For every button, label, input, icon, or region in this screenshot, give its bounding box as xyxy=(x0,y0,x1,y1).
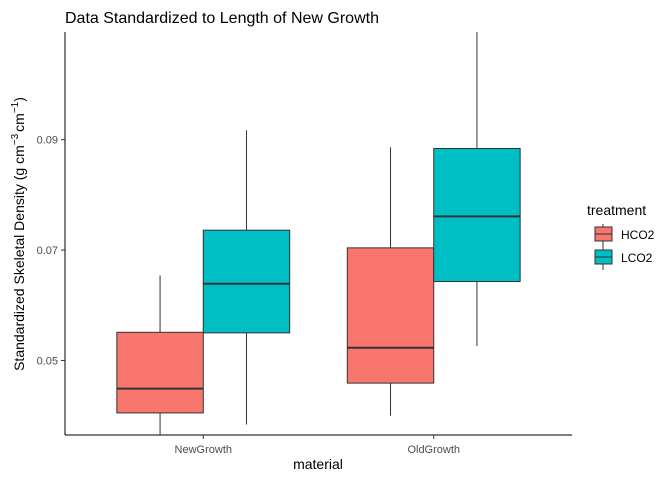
x-axis-title: material xyxy=(293,456,343,472)
y-tick-label: 0.07 xyxy=(37,245,58,257)
y-axis-title-mid: cm xyxy=(11,113,27,132)
y-axis-title: Standardized Skeletal Density (g cm−3cm−… xyxy=(10,97,27,371)
legend: treatment HCO2 LCO2 xyxy=(587,202,655,270)
y-tick-label: 0.05 xyxy=(37,355,58,367)
box-body xyxy=(116,331,204,414)
box-hco2-newgrowth xyxy=(116,275,204,435)
chart-title: Data Standardized to Length of New Growt… xyxy=(65,10,379,27)
legend-label: HCO2 xyxy=(621,228,655,242)
box-lco2-newgrowth xyxy=(202,130,291,425)
box-hco2-oldgrowth xyxy=(346,147,435,416)
legend-item-lco2: LCO2 xyxy=(594,247,653,270)
x-ticks: NewGrowth OldGrowth xyxy=(175,435,460,456)
legend-label: LCO2 xyxy=(621,251,653,265)
y-ticks: 0.05 0.07 0.09 xyxy=(37,135,65,367)
y-axis-title-main: Standardized Skeletal Density (g cm xyxy=(11,145,27,371)
y-axis-title-end: ) xyxy=(11,97,27,102)
legend-item-hco2: HCO2 xyxy=(594,224,655,247)
y-tick-label: 0.09 xyxy=(37,135,58,147)
x-tick-label: NewGrowth xyxy=(175,444,232,456)
legend-title: treatment xyxy=(587,202,646,218)
legend-items: HCO2 LCO2 xyxy=(594,224,655,270)
box-lco2-oldgrowth xyxy=(433,32,521,347)
y-axis-title-sup2: −1 xyxy=(10,101,21,113)
box-body xyxy=(346,247,435,384)
boxes-group xyxy=(116,32,521,435)
box-body xyxy=(202,229,291,334)
plot-area: 0.05 0.07 0.09 NewGrowth OldGrowth xyxy=(37,32,572,456)
y-axis-title-sup1: −3 xyxy=(10,133,21,145)
box-body xyxy=(433,147,521,283)
x-tick-label: OldGrowth xyxy=(407,444,460,456)
